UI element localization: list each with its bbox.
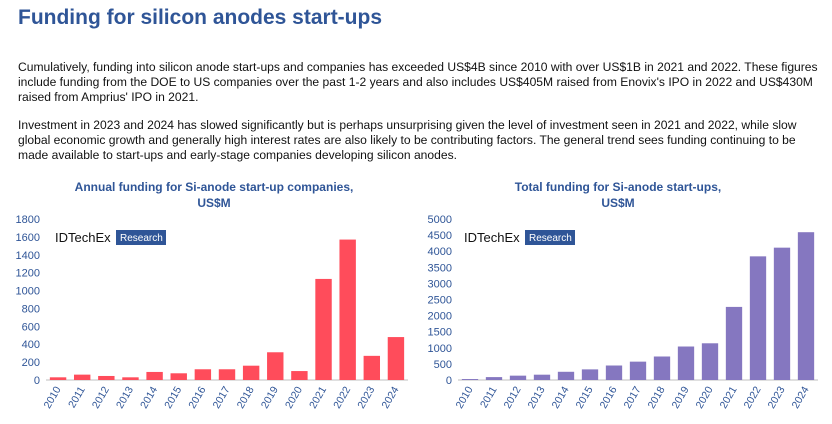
x-tick-label: 2018 (235, 384, 257, 410)
paragraph-funding-summary: Cumulatively, funding into silicon anode… (18, 60, 818, 104)
bar-2023 (363, 355, 381, 380)
x-tick-label: 2022 (331, 384, 353, 410)
bar-2022 (749, 256, 767, 380)
y-tick-label: 3500 (428, 262, 452, 274)
x-tick-label: 2011 (66, 384, 88, 410)
x-tick-label: 2019 (670, 384, 692, 410)
chart-title-line: US$M (601, 196, 634, 210)
bar-2021 (315, 278, 332, 380)
total-funding-chart: Total funding for Si-anode start-ups, US$… (428, 180, 818, 411)
bar-2017 (218, 369, 236, 380)
bar-2022 (339, 239, 356, 380)
y-tick-label: 2500 (428, 295, 452, 307)
bar-2013 (122, 377, 139, 380)
y-tick-label: 400 (22, 339, 40, 351)
bar-2012 (98, 375, 115, 380)
x-tick-label: 2012 (90, 384, 112, 410)
y-tick-label: 4500 (428, 230, 452, 242)
x-tick-label: 2016 (186, 384, 208, 410)
bar-2013 (533, 374, 551, 380)
y-tick-label: 800 (22, 303, 40, 315)
y-tick-label: 600 (22, 321, 40, 333)
x-tick-label: 2018 (646, 384, 668, 410)
bar-2015 (581, 369, 599, 380)
bar-2019 (267, 352, 284, 380)
watermark-brand: IDTechEx (55, 230, 111, 245)
paragraph-investment-slowdown: Investment in 2023 and 2024 has slowed s… (18, 118, 797, 162)
x-tick-label: 2013 (114, 384, 136, 410)
y-tick-label: 4000 (428, 246, 452, 258)
x-tick-label: 2020 (694, 384, 716, 410)
bar-2014 (146, 371, 163, 380)
x-tick-label: 2011 (478, 384, 500, 410)
y-tick-label: 0 (34, 375, 40, 387)
bar-2017 (629, 361, 647, 380)
x-tick-label: 2017 (211, 384, 233, 410)
bar-2015 (170, 373, 187, 380)
x-tick-label: 2024 (790, 384, 812, 410)
x-tick-label: 2021 (718, 384, 740, 410)
bar-2024 (387, 337, 405, 380)
bar-2021 (725, 306, 743, 380)
y-tick-label: 1800 (16, 214, 40, 226)
x-tick-label: 2013 (526, 384, 548, 410)
bar-2010 (49, 377, 67, 380)
idtechex-watermark: IDTechEx Research (55, 230, 166, 245)
bar-2016 (194, 369, 212, 380)
idtechex-watermark: IDTechEx Research (464, 230, 575, 245)
y-tick-label: 1200 (16, 268, 40, 280)
x-tick-label: 2010 (42, 384, 64, 410)
y-tick-label: 200 (22, 357, 40, 369)
x-tick-label: 2015 (574, 384, 596, 410)
bar-2020 (291, 371, 308, 380)
bar-2024 (797, 232, 815, 380)
y-tick-label: 1000 (16, 286, 40, 298)
bar-2020 (701, 343, 719, 380)
x-tick-label: 2019 (259, 384, 281, 410)
page-title: Funding for silicon anodes start-ups (18, 6, 383, 29)
y-tick-label: 2000 (428, 311, 452, 323)
bar-2019 (677, 346, 695, 380)
x-tick-label: 2024 (379, 384, 401, 410)
x-tick-label: 2010 (454, 384, 476, 410)
x-tick-label: 2020 (283, 384, 305, 410)
bar-2011 (485, 377, 503, 380)
watermark-tag-box (116, 230, 166, 245)
bar-2018 (242, 365, 260, 380)
watermark-tag: Research (120, 233, 163, 244)
annual-funding-chart: Annual funding for Si-anode start-up com… (16, 180, 408, 411)
x-tick-label: 2017 (622, 384, 644, 410)
bar-2014 (557, 371, 575, 380)
x-tick-label: 2014 (550, 384, 572, 410)
x-tick-label: 2014 (138, 384, 160, 410)
watermark-brand: IDTechEx (464, 230, 520, 245)
x-tick-label: 2021 (307, 384, 329, 410)
bar-2011 (73, 374, 91, 380)
x-tick-label: 2022 (742, 384, 764, 410)
y-tick-label: 1600 (16, 232, 40, 244)
chart-title-line: Annual funding for Si-anode start-up com… (75, 180, 354, 194)
x-tick-label: 2023 (355, 384, 377, 410)
x-tick-label: 2012 (502, 384, 524, 410)
bar-2016 (605, 365, 623, 380)
watermark-tag: Research (529, 233, 572, 244)
y-tick-label: 5000 (428, 214, 452, 226)
bar-2018 (653, 356, 671, 380)
chart-title-line: US$M (197, 196, 230, 210)
y-tick-label: 1400 (16, 250, 40, 262)
x-tick-label: 2015 (162, 384, 184, 410)
bar-2012 (509, 375, 527, 380)
y-tick-label: 3000 (428, 278, 452, 290)
bar-2023 (773, 247, 791, 380)
x-tick-label: 2023 (766, 384, 788, 410)
y-tick-label: 1000 (428, 343, 452, 355)
chart-title-line: Total funding for Si-anode start-ups, (515, 180, 721, 194)
y-tick-label: 0 (446, 375, 452, 387)
x-tick-label: 2016 (598, 384, 620, 410)
bar-2010 (461, 379, 479, 380)
y-tick-label: 500 (434, 359, 452, 371)
y-tick-label: 1500 (428, 327, 452, 339)
watermark-tag-box (525, 230, 575, 245)
